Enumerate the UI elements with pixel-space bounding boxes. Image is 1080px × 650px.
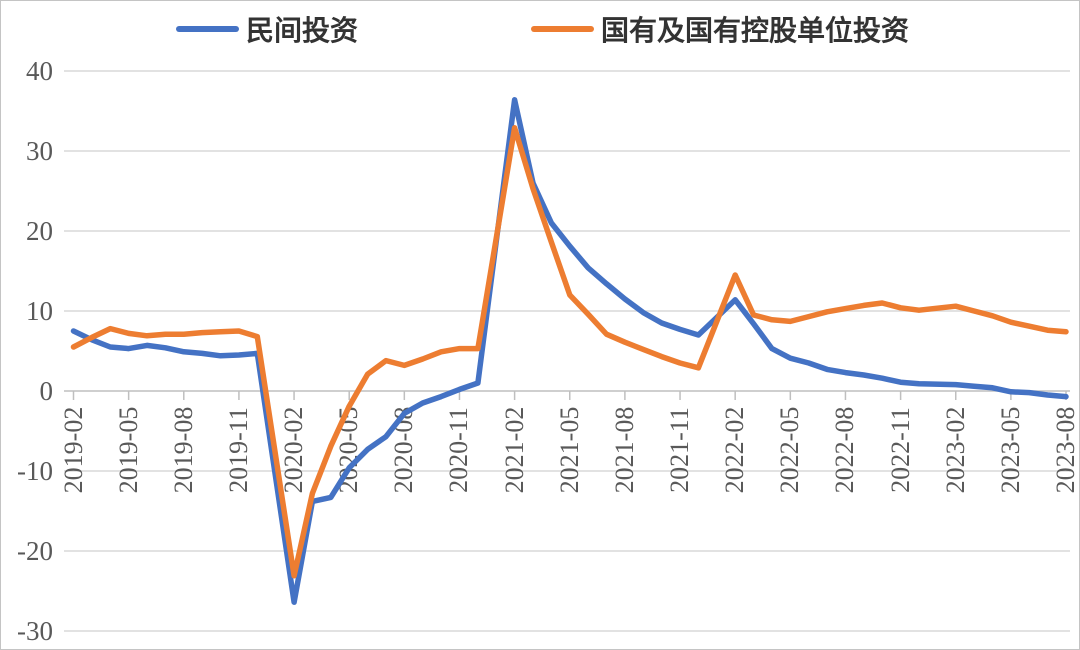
x-axis-label: 2022-05 <box>775 406 805 494</box>
y-axis-label: -10 <box>17 456 53 486</box>
y-axis-label: 30 <box>26 136 53 166</box>
y-axis-label: 0 <box>39 376 54 406</box>
y-axis-label: 40 <box>26 56 53 86</box>
x-axis-label: 2023-08 <box>1051 406 1080 494</box>
x-axis-label: 2021-08 <box>609 406 639 494</box>
legend-label-private-investment: 民间投资 <box>246 14 359 47</box>
y-axis-label: -20 <box>17 536 53 566</box>
x-axis-label: 2021-05 <box>554 406 584 494</box>
x-axis-label: 2019-08 <box>168 406 198 494</box>
x-axis-label: 2022-11 <box>885 407 915 493</box>
x-axis-label: 2019-02 <box>58 406 88 494</box>
x-axis-label: 2020-02 <box>279 406 309 494</box>
legend-line-swatch-orange <box>531 26 594 32</box>
y-axis-label: -30 <box>17 616 53 646</box>
x-axis-label: 2023-05 <box>995 406 1025 494</box>
y-axis-label: 10 <box>26 296 53 326</box>
legend-line-swatch-blue <box>176 26 239 32</box>
x-axis-label: 2019-05 <box>113 406 143 494</box>
x-axis-label: 2019-11 <box>223 407 253 493</box>
x-axis-label: 2020-05 <box>334 406 364 494</box>
x-axis-label: 2020-08 <box>389 406 419 494</box>
x-axis-label: 2022-02 <box>720 406 750 494</box>
legend-item-private-investment: 民间投资 <box>176 12 359 47</box>
x-axis-label: 2021-11 <box>665 407 695 493</box>
x-axis-label: 2020-11 <box>444 407 474 493</box>
legend-label-state-investment: 国有及国有控股单位投资 <box>601 14 910 47</box>
x-axis-label: 2023-02 <box>940 406 970 494</box>
x-axis-label: 2022-08 <box>830 406 860 494</box>
x-axis-label: 2021-02 <box>499 406 529 494</box>
legend-item-state-investment: 国有及国有控股单位投资 <box>531 12 910 47</box>
y-axis-label: 20 <box>26 216 53 246</box>
